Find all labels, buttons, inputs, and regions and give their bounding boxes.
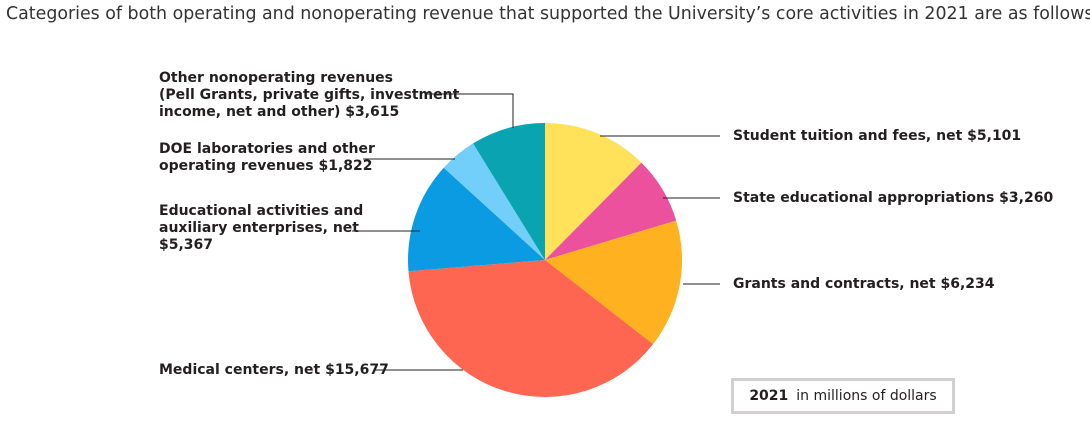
label-line: Other nonoperating revenues <box>159 70 394 86</box>
label-line: income, net and other) $3,615 <box>159 104 400 120</box>
slice-doe-laboratories <box>443 143 545 260</box>
slice-other-nonoperating <box>473 123 545 260</box>
key-unit: in millions of dollars <box>796 388 937 404</box>
label-line: Educational activities and <box>159 203 364 219</box>
label-doe-laboratories: DOE laboratories and other operating rev… <box>159 141 375 175</box>
label-line: (Pell Grants, private gifts, investment <box>159 87 460 103</box>
label-educational-activities: Educational activities and auxiliary ent… <box>159 203 363 254</box>
label-line: operating revenues $1,822 <box>159 158 373 174</box>
leader-line-other-nonoperating <box>427 93 514 128</box>
label-medical-centers: Medical centers, net $15,677 <box>159 362 389 378</box>
label-line: auxiliary enterprises, net <box>159 220 359 236</box>
label-line: DOE laboratories and other <box>159 141 375 157</box>
slice-medical-centers <box>408 260 654 397</box>
label-line: $5,367 <box>159 237 214 253</box>
slice-student-tuition <box>545 123 642 260</box>
label-other-nonoperating: Other nonoperating revenues (Pell Grants… <box>159 70 459 121</box>
intro-text: Categories of both operating and nonoper… <box>6 4 1090 24</box>
label-student-tuition: Student tuition and fees, net $5,101 <box>733 128 1022 144</box>
slice-educational-activities <box>408 167 545 272</box>
key-year: 2021 <box>749 388 789 404</box>
slice-state-appropriations <box>545 162 677 260</box>
label-grants-contracts: Grants and contracts, net $6,234 <box>733 276 995 292</box>
slice-grants-contracts <box>545 220 683 345</box>
label-state-appropriations: State educational appropriations $3,260 <box>733 190 1054 206</box>
unit-key-box: 2021 in millions of dollars <box>731 378 955 414</box>
